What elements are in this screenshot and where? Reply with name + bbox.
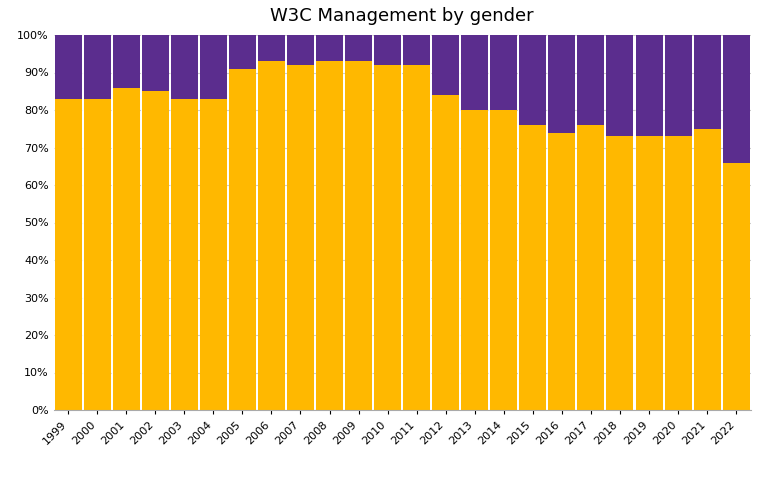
Bar (258, 35, 285, 61)
Bar (693, 35, 721, 128)
Bar (607, 35, 633, 136)
Bar (722, 162, 750, 410)
Bar (287, 35, 314, 65)
Bar (258, 61, 285, 410)
Bar (83, 99, 111, 410)
Bar (113, 35, 139, 88)
Bar (345, 61, 372, 410)
Bar (548, 132, 575, 410)
Bar (142, 91, 169, 410)
Bar (403, 35, 430, 65)
Bar (287, 65, 314, 410)
Bar (665, 35, 692, 136)
Bar (578, 125, 604, 410)
Bar (636, 35, 663, 136)
Bar (229, 35, 256, 68)
Bar (142, 35, 169, 91)
Bar (607, 136, 633, 410)
Bar (345, 35, 372, 61)
Bar (374, 35, 401, 65)
Bar (403, 65, 430, 410)
Bar (316, 61, 343, 410)
Bar (316, 35, 343, 61)
Bar (490, 35, 517, 110)
Bar (171, 35, 198, 99)
Bar (519, 35, 546, 125)
Bar (548, 35, 575, 132)
Bar (461, 35, 488, 110)
Bar (722, 35, 750, 162)
Bar (229, 68, 256, 410)
Bar (83, 35, 111, 99)
Bar (54, 35, 82, 99)
Bar (200, 99, 227, 410)
Bar (693, 128, 721, 410)
Bar (113, 88, 139, 410)
Bar (432, 35, 460, 95)
Title: W3C Management by gender: W3C Management by gender (270, 7, 534, 25)
Bar (374, 65, 401, 410)
Bar (54, 99, 82, 410)
Bar (432, 95, 460, 410)
Bar (171, 99, 198, 410)
Bar (461, 110, 488, 410)
Bar (519, 125, 546, 410)
Bar (578, 35, 604, 125)
Bar (636, 136, 663, 410)
Bar (665, 136, 692, 410)
Bar (200, 35, 227, 99)
Bar (490, 110, 517, 410)
Legend: Men, Women: Men, Women (349, 498, 456, 500)
